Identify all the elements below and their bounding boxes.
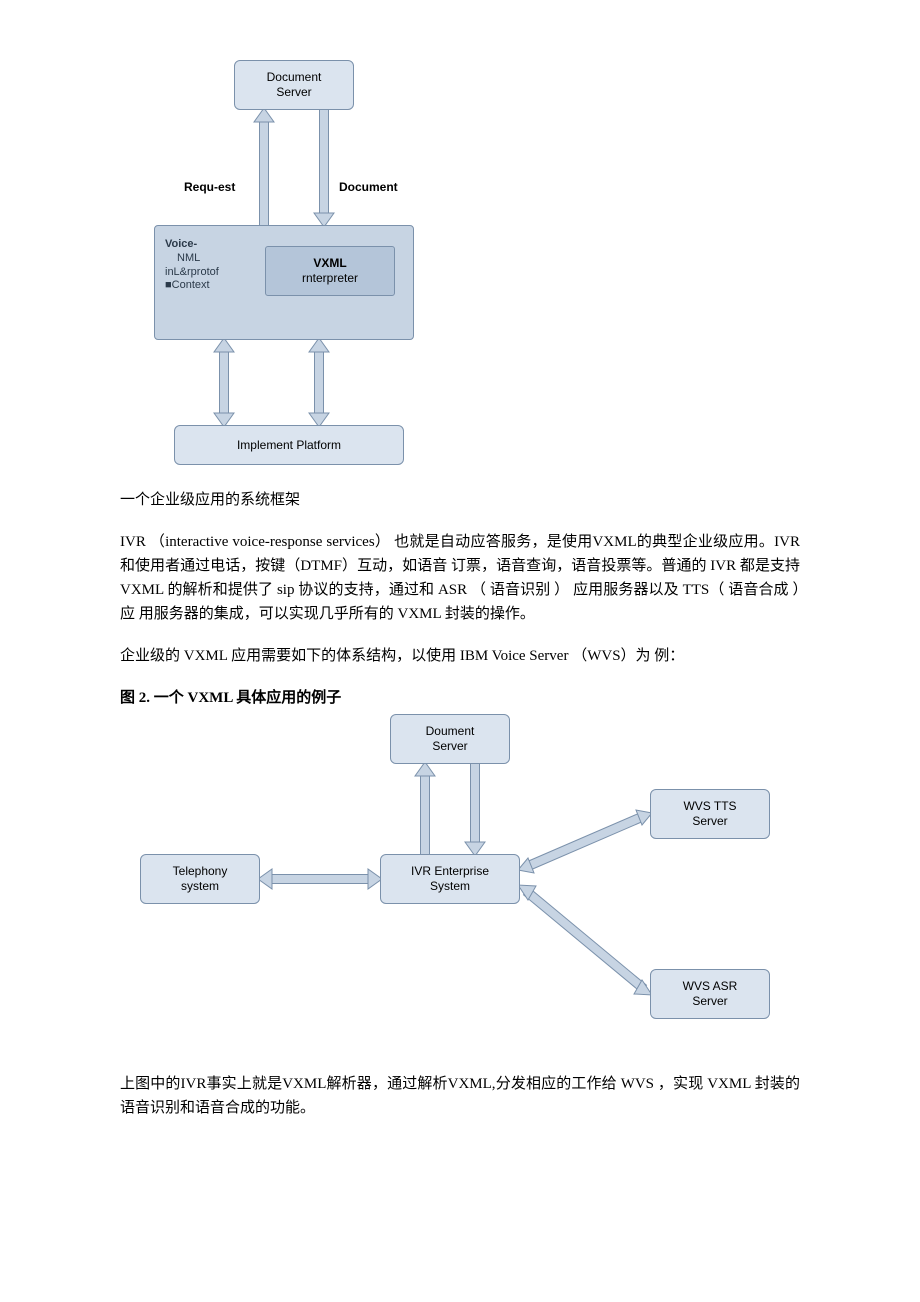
node-label: WVS TTS — [683, 799, 736, 814]
node-label: Doument — [426, 724, 475, 739]
node-implement-platform: Implement Platform — [174, 425, 404, 465]
node-label: Server — [692, 994, 727, 1009]
node-label: System — [430, 879, 470, 894]
node-telephony-system: Telephony system — [140, 854, 260, 904]
node-document-server: Document Server — [234, 60, 354, 110]
node-vxml-interpreter: VXML rnterpreter — [265, 246, 395, 296]
node-wvs-tts-server: WVS TTS Server — [650, 789, 770, 839]
node-label: rnterpreter — [302, 271, 358, 286]
node-label: VXML — [313, 256, 346, 271]
diagram-2: Doument Server Telephony system IVR Ente… — [120, 714, 780, 1054]
node-label: Server — [692, 814, 727, 829]
node-label: WVS ASR — [683, 979, 738, 994]
node-container: Voice- NML inL&rprotof ■Context VXML rnt… — [154, 225, 414, 340]
node-label: Document — [267, 70, 322, 85]
paragraph-3: 上图中的IVR事实上就是VXML解析器，通过解析VXML,分发相应的工作给 WV… — [120, 1072, 800, 1120]
node-label: Telephony — [173, 864, 228, 879]
voice-nml-text: Voice- NML inL&rprotof ■Context — [165, 238, 255, 293]
node-label: system — [181, 879, 219, 894]
node-label: Server — [432, 739, 467, 754]
diagram-1: Document Server Requ-est Document Voice-… — [124, 60, 424, 480]
node-doument-server: Doument Server — [390, 714, 510, 764]
figure-2-title: 图 2. 一个 VXML 具体应用的例子 — [120, 686, 800, 710]
node-label: Server — [276, 85, 311, 100]
node-label: Implement Platform — [237, 438, 341, 453]
node-label: IVR Enterprise — [411, 864, 489, 879]
label-document: Document — [339, 178, 398, 197]
paragraph-1: IVR （interactive voice-response services… — [120, 530, 800, 626]
label-request: Requ-est — [184, 178, 235, 197]
node-ivr-enterprise-system: IVR Enterprise System — [380, 854, 520, 904]
figure-1-caption: 一个企业级应用的系统框架 — [120, 488, 800, 512]
node-wvs-asr-server: WVS ASR Server — [650, 969, 770, 1019]
paragraph-2: 企业级的 VXML 应用需要如下的体系结构，以使用 IBM Voice Serv… — [120, 644, 800, 668]
